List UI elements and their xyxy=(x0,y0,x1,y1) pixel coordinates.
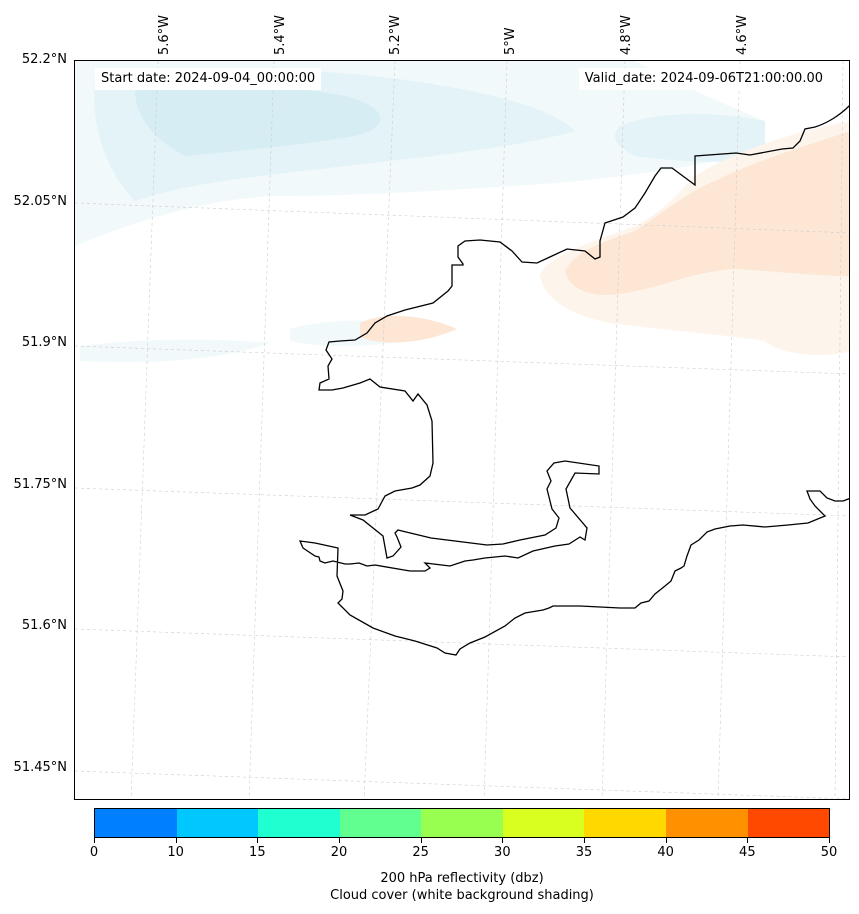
colorbar-tick-label: 10 xyxy=(167,845,184,860)
lat-label-51-75n: 51.75°N xyxy=(14,477,67,492)
start-date-label: Start date: 2024-09-04_00:00:00 xyxy=(95,68,321,90)
colorbar-subtitle: Cloud cover (white background shading) xyxy=(0,888,859,903)
colorbar-tick-label: 30 xyxy=(494,845,511,860)
colorbar-tick-label: 15 xyxy=(249,845,266,860)
colorbar-tick-mark xyxy=(176,838,177,843)
colorbar-tick-label: 40 xyxy=(657,845,674,860)
lon-label-4-8w: 4.8°W xyxy=(619,15,634,55)
lon-label-5-4w: 5.4°W xyxy=(273,15,288,55)
lat-label-52-2n: 52.2°N xyxy=(22,52,67,67)
lon-label-5-2w: 5.2°W xyxy=(388,15,403,55)
colorbar-tick-mark xyxy=(339,838,340,843)
colorbar-tick-label: 35 xyxy=(576,845,593,860)
colorbar-segment-6 xyxy=(584,809,666,837)
colorbar-segment-8 xyxy=(748,809,830,837)
colorbar-segment-3 xyxy=(340,809,422,837)
colorbar-tick-mark xyxy=(421,838,422,843)
colorbar-tick-label: 0 xyxy=(90,845,98,860)
colorbar-tick-mark xyxy=(747,838,748,843)
colorbar-tick-label: 20 xyxy=(331,845,348,860)
colorbar-segment-7 xyxy=(666,809,748,837)
lon-label-4-6w: 4.6°W xyxy=(735,15,750,55)
colorbar-segment-4 xyxy=(421,809,503,837)
reflectivity-small-patch xyxy=(360,316,457,343)
lon-label-5w: 5°W xyxy=(503,27,518,55)
colorbar-title: 200 hPa reflectivity (dbz) xyxy=(0,871,859,886)
colorbar-segment-2 xyxy=(258,809,340,837)
lat-label-51-9n: 51.9°N xyxy=(22,335,67,350)
colorbar-tick-mark xyxy=(829,838,830,843)
colorbar xyxy=(94,808,830,838)
colorbar-tick-mark xyxy=(257,838,258,843)
colorbar-segment-5 xyxy=(503,809,585,837)
colorbar-tick-mark xyxy=(666,838,667,843)
colorbar-segment-1 xyxy=(177,809,259,837)
colorbar-tick-label: 45 xyxy=(739,845,756,860)
colorbar-tick-label: 25 xyxy=(412,845,429,860)
valid-date-label: Valid_date: 2024-09-06T21:00:00.00 xyxy=(579,68,829,90)
colorbar-tick-mark xyxy=(502,838,503,843)
colorbar-tick-label: 50 xyxy=(821,845,838,860)
lon-label-5-6w: 5.6°W xyxy=(157,15,172,55)
colorbar-tick-mark xyxy=(584,838,585,843)
lat-label-51-45n: 51.45°N xyxy=(14,760,67,775)
map-panel[interactable]: Start date: 2024-09-04_00:00:00 Valid_da… xyxy=(74,60,850,800)
cloud-shading-west-band xyxy=(80,339,270,362)
lat-label-52-05n: 52.05°N xyxy=(14,194,67,209)
lat-label-51-6n: 51.6°N xyxy=(22,618,67,633)
colorbar-segment-0 xyxy=(95,809,177,837)
colorbar-tick-mark xyxy=(94,838,95,843)
map-canvas[interactable] xyxy=(75,61,850,800)
